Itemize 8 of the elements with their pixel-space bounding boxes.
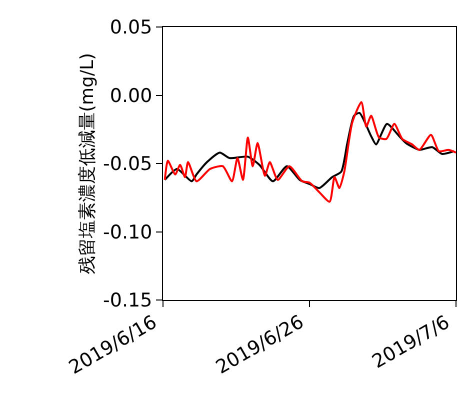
y-tick-label: 0.00	[110, 84, 152, 107]
y-axis-title: 残留塩素濃度低減量(mg/L)	[77, 52, 98, 274]
y-tick-label: -0.05	[103, 153, 152, 176]
y-tick-label: -0.10	[103, 221, 152, 244]
line-series	[164, 101, 456, 203]
y-tick-label: -0.15	[103, 290, 152, 312]
line-series	[164, 112, 456, 190]
y-tick-label: 0.05	[110, 16, 152, 39]
